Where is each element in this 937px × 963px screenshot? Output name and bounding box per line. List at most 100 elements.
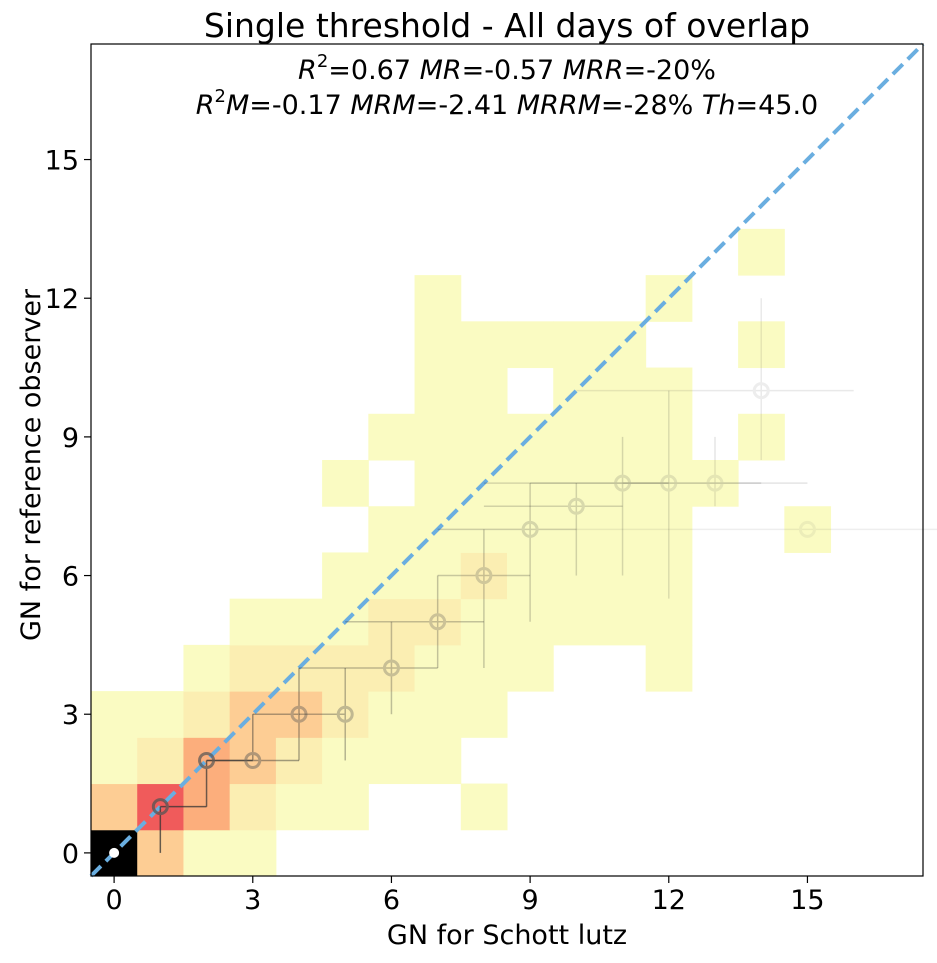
heatmap-cell — [553, 552, 600, 600]
heatmap-cell — [91, 783, 138, 831]
y-axis-label: GN for reference observer — [16, 288, 47, 641]
heatmap-cell — [229, 691, 277, 738]
heatmap-cell — [645, 598, 693, 646]
heatmap-cell — [507, 598, 554, 646]
plot-frame — [90, 43, 924, 877]
median-marker — [475, 567, 493, 585]
median-marker — [198, 751, 216, 769]
heatmap-cell — [599, 552, 647, 600]
median-point — [576, 298, 854, 460]
heatmap-cell — [553, 460, 600, 507]
median-point — [198, 751, 253, 807]
stats-line-2: R2M=-0.17 MRM=-2.41 MRRM=-28% Th=45.0 — [196, 86, 818, 121]
median-marker — [614, 474, 632, 492]
heatmap-cell — [183, 644, 231, 692]
heatmap-cell — [460, 644, 508, 692]
heatmap-cell — [414, 367, 462, 415]
x-tick-label: 6 — [383, 885, 400, 916]
y-tick-label: 15 — [45, 146, 79, 177]
x-tick-label: 3 — [244, 885, 261, 916]
median-point — [299, 668, 354, 761]
heatmap-cell — [645, 413, 693, 461]
r2-label: R — [298, 55, 317, 86]
th-label: Th — [702, 90, 736, 121]
heatmap-cell — [507, 506, 554, 553]
median-marker — [567, 497, 585, 515]
median-markers — [109, 298, 937, 858]
y-tick-label: 6 — [62, 562, 79, 593]
r2-sup: 2 — [317, 51, 328, 72]
mrm-value: =-2.41 — [416, 90, 517, 121]
x-tick-label: 9 — [522, 885, 539, 916]
median-point — [530, 390, 762, 599]
median-marker — [290, 705, 308, 723]
heatmap-cell — [738, 228, 785, 276]
identity-line — [89, 42, 925, 878]
y-tick-label: 12 — [45, 284, 79, 315]
heatmap-cell — [414, 598, 462, 646]
x-tick-label: 12 — [652, 885, 686, 916]
heatmap-cell — [460, 506, 508, 553]
heatmap-cell — [738, 413, 785, 461]
heatmap-cell — [229, 598, 277, 646]
y-tick-label: 0 — [62, 839, 79, 870]
heatmap-cell — [414, 691, 462, 738]
x-tick-label: 0 — [106, 885, 123, 916]
heatmap-cell — [322, 691, 369, 738]
median-marker — [752, 382, 770, 400]
median-point — [345, 575, 484, 668]
heatmap-cell — [460, 413, 508, 461]
heatmap-cell — [183, 829, 231, 877]
heatmap-cell — [553, 321, 600, 369]
median-point — [483, 436, 669, 576]
heatmap-cell — [414, 552, 462, 600]
median-marker — [706, 474, 724, 492]
median-marker — [521, 520, 539, 538]
median-marker — [151, 798, 169, 816]
heatmap-cell — [507, 552, 554, 600]
median-point — [151, 798, 207, 853]
heatmap-cell — [738, 321, 785, 369]
heatmap-cell — [784, 506, 832, 553]
heatmap-cell — [507, 644, 554, 692]
heatmap-cell — [645, 552, 693, 600]
heatmap-cells — [91, 228, 832, 877]
heatmap-cell — [460, 691, 508, 738]
mrrm-label: MRRM — [517, 90, 601, 121]
median-point — [437, 529, 531, 668]
heatmap-cell — [322, 644, 369, 692]
median-marker — [798, 520, 816, 538]
heatmap-cell — [322, 460, 369, 507]
mr-label: MR — [420, 55, 462, 86]
x-axis-label: GN for Schott lutz — [387, 920, 627, 951]
heatmap-cell — [275, 737, 323, 785]
heatmap-cell — [507, 321, 554, 369]
heatmap-cell — [229, 783, 277, 831]
heatmap-cell — [645, 367, 693, 415]
r2m-m: M — [226, 90, 249, 121]
x-tick-label: 15 — [790, 885, 824, 916]
identity-line-layer — [89, 42, 925, 878]
axis-ticks: 0 3 6 9 12 15 0 3 6 9 12 15 — [45, 146, 825, 916]
heatmap-cell — [91, 691, 138, 738]
heatmap-cell — [414, 413, 462, 461]
heatmap-cell — [460, 552, 508, 600]
heatmap-cell — [414, 275, 462, 322]
heatmap-cell — [414, 737, 462, 785]
median-point — [576, 520, 937, 538]
heatmap-cell — [368, 598, 416, 646]
median-marker — [660, 474, 678, 492]
heatmap-cell — [275, 598, 323, 646]
mrm-label: MRM — [350, 90, 415, 121]
heatmap-cell — [368, 506, 416, 553]
heatmap-cell — [229, 829, 277, 877]
heatmap-cell — [553, 413, 600, 461]
y-tick-label: 3 — [62, 700, 79, 731]
mrrm-value: =-28% — [601, 90, 702, 121]
heatmap-cell — [275, 691, 323, 738]
heatmap-cell — [460, 783, 508, 831]
heatmap-cell — [460, 321, 508, 369]
stats-line-1: R2=0.67 MR=-0.57 MRR=-20% — [298, 51, 716, 86]
r2m-value: =-0.17 — [249, 90, 350, 121]
